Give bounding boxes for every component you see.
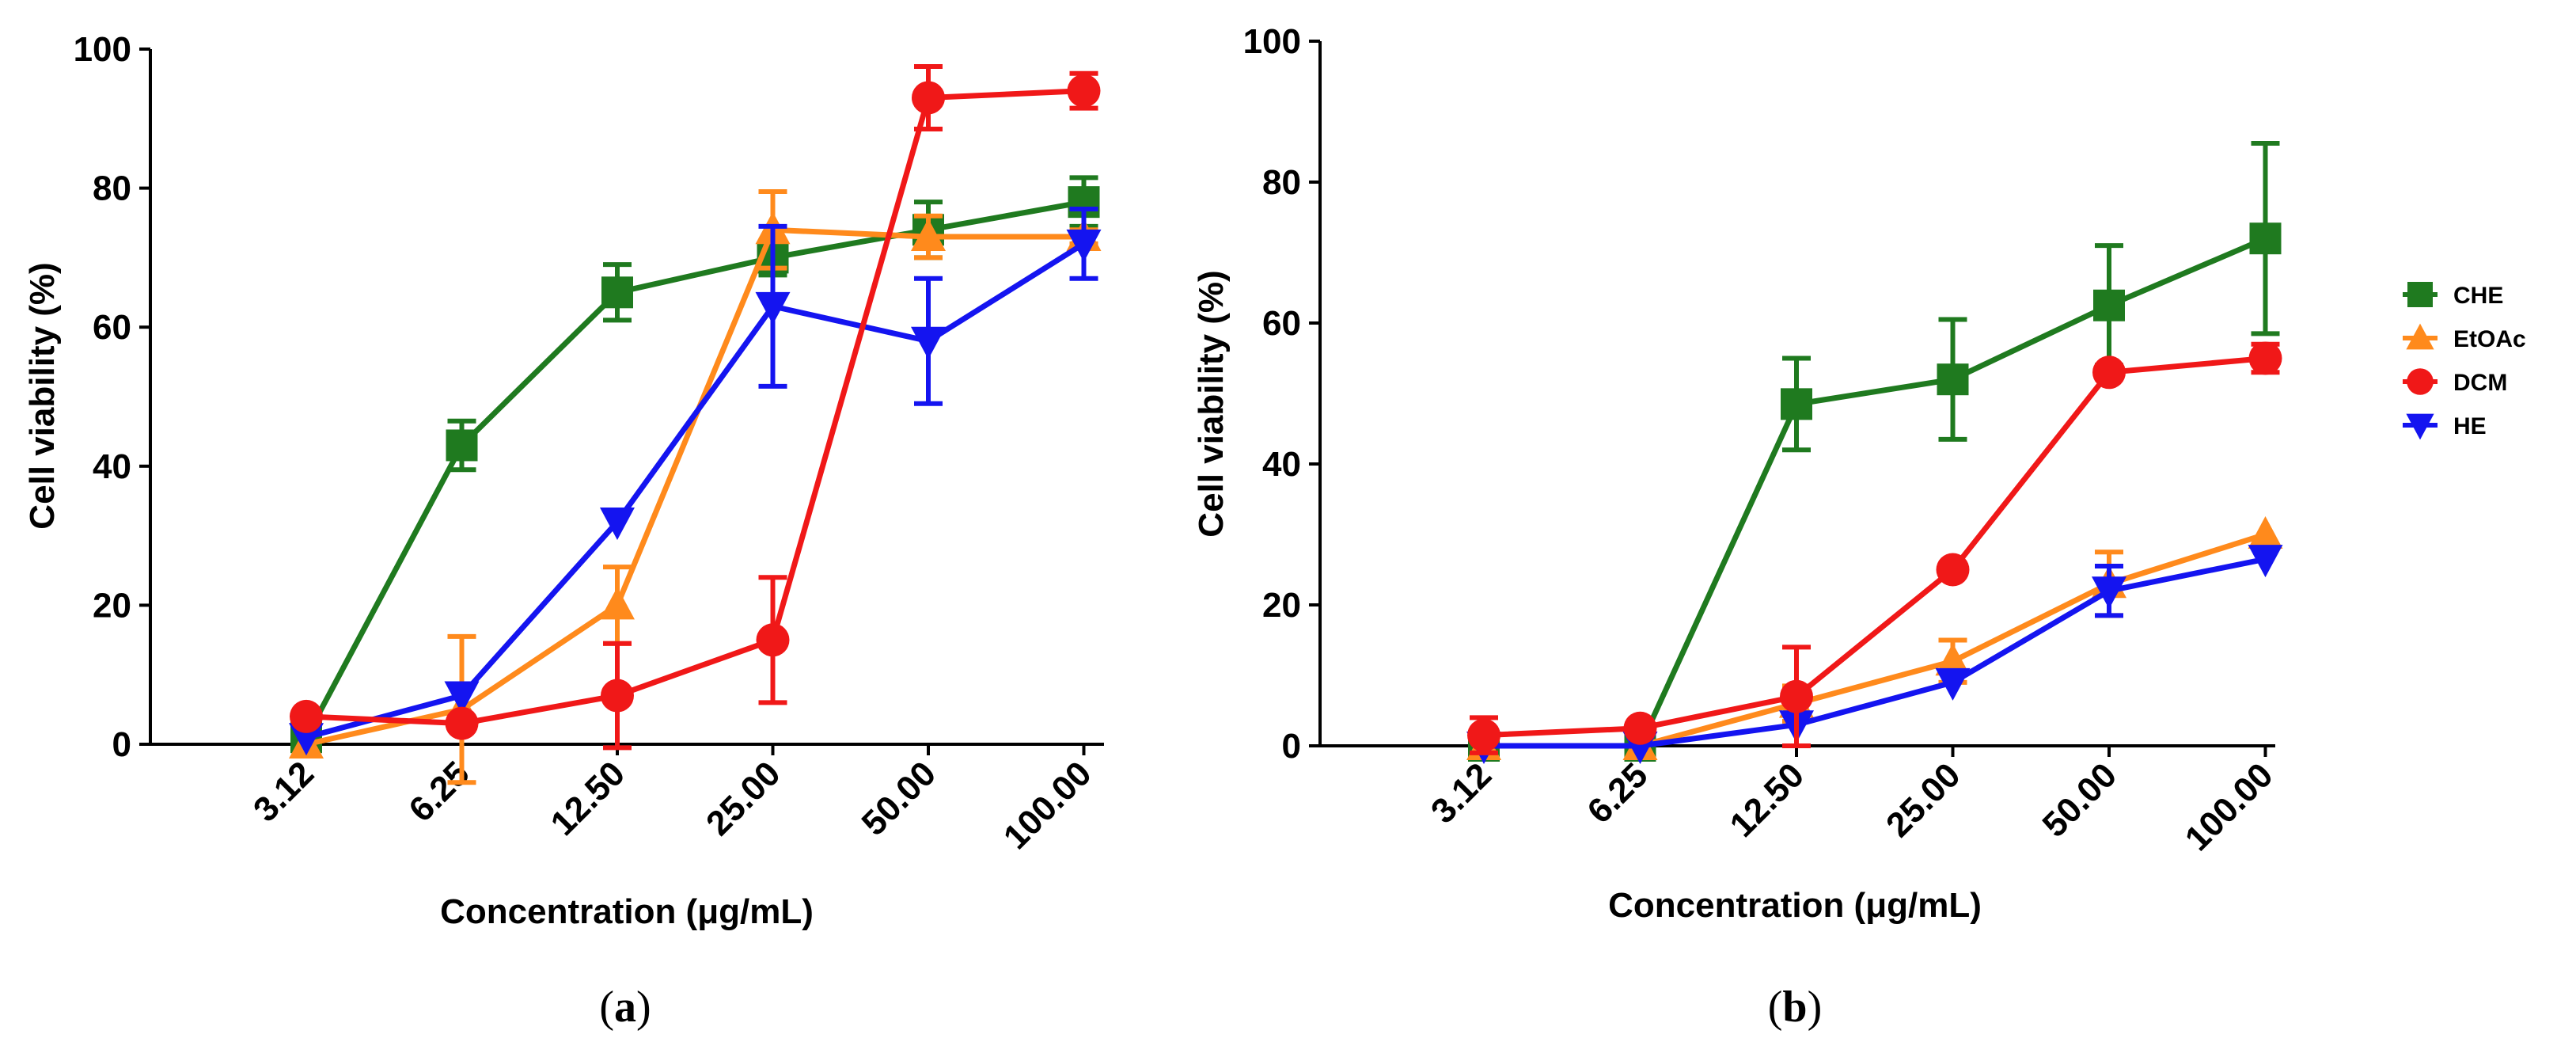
y-tick-label: 100	[74, 30, 131, 69]
y-tick-label: 80	[1262, 163, 1301, 202]
data-point-he	[755, 291, 791, 325]
series-line-etoac	[1484, 531, 2267, 749]
data-point-dcm	[601, 679, 634, 713]
series-line-dcm	[305, 88, 1084, 727]
data-point-he	[600, 508, 635, 541]
legend-marker-che	[2407, 282, 2433, 307]
data-point-dcm	[445, 706, 479, 740]
data-point-etoac	[600, 587, 635, 620]
x-axis-title-a: Concentration (μg/mL)	[440, 892, 814, 931]
data-point-dcm	[1623, 711, 1657, 745]
chart-panel-a: 0 20 40 60 80 100 3.12 6.25 12.50 25.00 50.00 100.…	[23, 30, 1104, 1032]
x-tick-label: 50.00	[2035, 755, 2125, 845]
data-point-he	[911, 326, 946, 359]
y-tick-label: 60	[1262, 304, 1301, 343]
data-point-he	[1066, 229, 1102, 262]
data-point-etoac	[1935, 643, 1971, 676]
legend: CHE EtOAc DCM HE	[2403, 282, 2526, 440]
series-dcm	[290, 63, 1101, 751]
y-tick-label: 20	[93, 586, 131, 625]
legend-label-he: HE	[2453, 413, 2487, 439]
series-line-he	[305, 241, 1086, 740]
series-etoac	[1466, 516, 2283, 760]
legend-marker-dcm	[2407, 368, 2434, 395]
data-point-he	[2092, 576, 2126, 610]
series-line-he	[1484, 556, 2267, 749]
data-point-dcm	[912, 81, 945, 115]
data-point-dcm	[1936, 553, 1970, 587]
x-tick-label: 50.00	[855, 754, 944, 843]
x-tick-label: 12.50	[1723, 755, 1812, 845]
x-tick-label: 25.00	[699, 754, 788, 843]
x-tick-label: 12.50	[544, 754, 633, 843]
y-tick-label: 100	[1243, 22, 1301, 61]
legend-item-dcm: DCM	[2403, 368, 2507, 396]
legend-marker-etoac	[2406, 323, 2434, 350]
y-axis-title-b: Cell viability (%)	[1192, 270, 1231, 537]
data-point-dcm	[290, 699, 323, 733]
series-dcm	[1467, 341, 2282, 755]
series-he	[289, 206, 1102, 756]
series-line-che	[303, 199, 1085, 739]
series-etoac	[289, 188, 1102, 785]
x-tick-label: 100.00	[996, 754, 1099, 857]
x-tick-label: 6.25	[401, 754, 476, 829]
legend-item-etoac: EtOAc	[2403, 323, 2526, 352]
data-point-che	[2249, 222, 2282, 255]
data-point-dcm	[2092, 356, 2126, 390]
x-tick-label: 6.25	[1580, 755, 1655, 831]
legend-label-etoac: EtOAc	[2453, 326, 2526, 352]
data-point-he	[289, 723, 324, 756]
series-line-che	[1484, 235, 2267, 749]
y-tick-label: 40	[1262, 445, 1301, 484]
y-axis-title-a: Cell viability (%)	[23, 262, 62, 529]
x-axis-title-b: Concentration (μg/mL)	[1608, 886, 1982, 925]
data-point-che	[1937, 363, 1969, 396]
data-point-he	[2248, 545, 2283, 578]
panel-label-a: (a)	[599, 983, 651, 1032]
data-point-che	[446, 429, 478, 462]
y-tick-label: 40	[93, 447, 131, 486]
data-point-che	[2093, 289, 2125, 321]
y-tick-label: 60	[93, 308, 131, 347]
y-tick-label: 0	[1282, 727, 1301, 766]
data-point-dcm	[2248, 341, 2282, 375]
y-tick-label: 20	[1262, 586, 1301, 625]
x-tick-label: 3.12	[1424, 755, 1499, 831]
data-point-che	[601, 276, 633, 309]
chart-panel-b: 0 20 40 60 80 100 3.12 6.25 12.50 25.00 50.00 100.…	[1192, 22, 2526, 1032]
legend-item-he: HE	[2403, 413, 2487, 440]
y-tick-label: 0	[112, 725, 131, 764]
series-line-dcm	[1483, 356, 2266, 739]
panel-label-b: (b)	[1768, 983, 1822, 1032]
data-point-dcm	[1067, 74, 1101, 108]
legend-label-dcm: DCM	[2453, 370, 2507, 396]
data-point-dcm	[1467, 718, 1500, 752]
x-tick-label: 25.00	[1879, 755, 1968, 845]
data-point-che	[1781, 388, 1812, 420]
legend-item-che: CHE	[2403, 282, 2503, 309]
data-point-dcm	[1780, 679, 1813, 713]
y-tick-label: 80	[93, 169, 131, 208]
data-point-he	[1935, 667, 1971, 701]
legend-marker-he	[2406, 413, 2434, 440]
data-point-etoac	[911, 219, 946, 252]
series-che	[1468, 141, 2282, 762]
legend-label-che: CHE	[2453, 283, 2503, 309]
x-tick-label: 100.00	[2178, 755, 2281, 858]
data-point-etoac	[2248, 516, 2283, 549]
data-point-he	[444, 681, 480, 714]
data-point-dcm	[756, 623, 790, 657]
x-tick-label: 3.12	[246, 754, 321, 829]
